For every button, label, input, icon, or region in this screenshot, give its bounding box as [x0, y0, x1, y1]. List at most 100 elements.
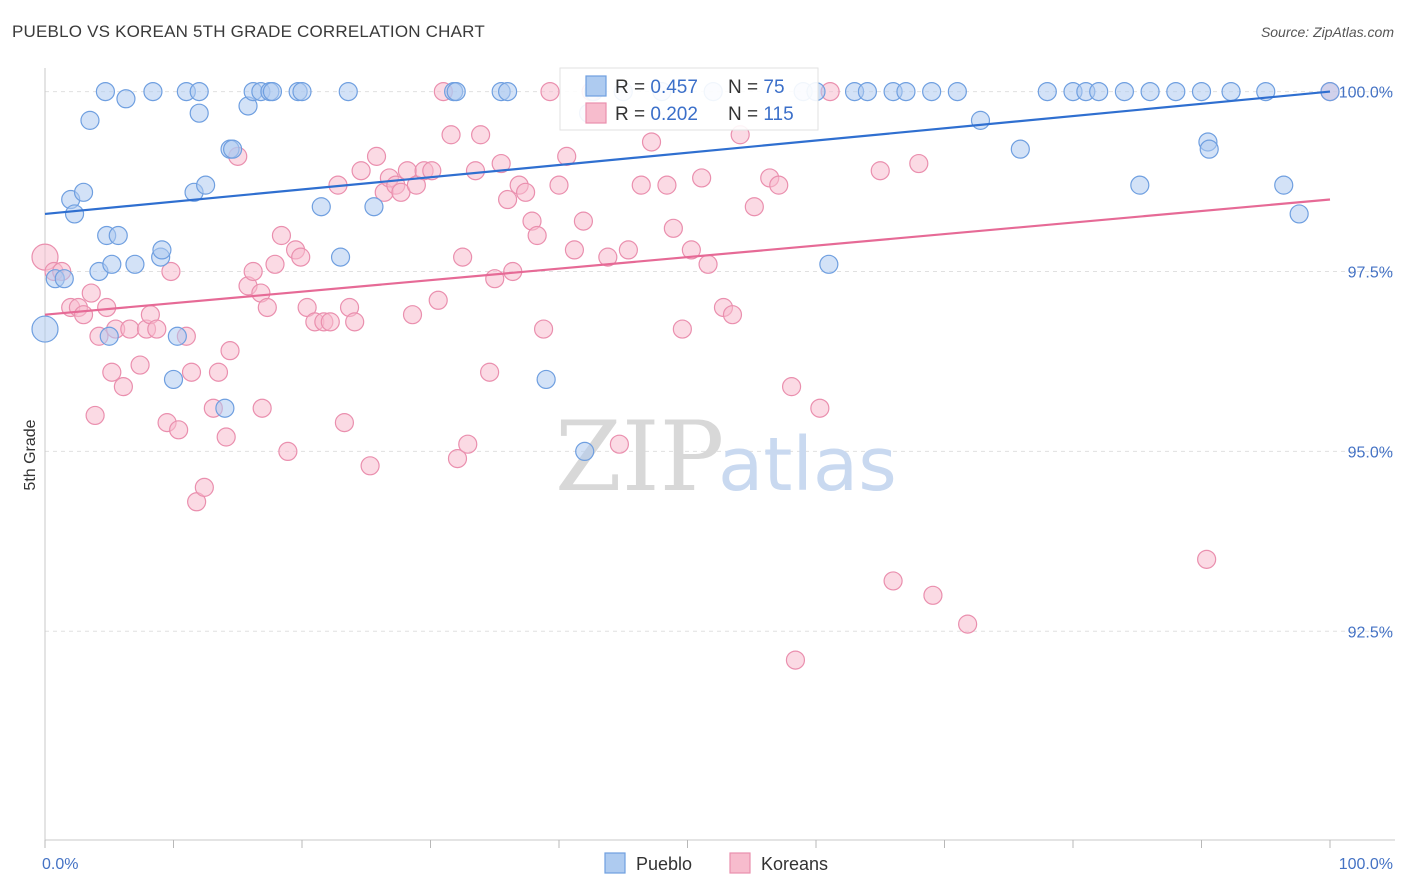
korean-point: [663, 218, 683, 238]
chart-title: PUEBLO VS KOREAN 5TH GRADE CORRELATION C…: [12, 22, 485, 41]
pueblo-point: [819, 254, 839, 274]
korean-legend-r: R = 0.202: [615, 104, 698, 125]
pueblo-point: [125, 254, 145, 274]
korean-point: [458, 434, 478, 454]
korean-point: [208, 362, 229, 382]
korean-point: [810, 398, 830, 418]
korean-trend-line: [44, 198, 1331, 316]
korean-point: [81, 283, 101, 303]
y-tick-label: 100.0%: [1339, 85, 1393, 102]
pueblo-point: [896, 81, 916, 102]
korean-point: [609, 434, 629, 454]
korean-point: [1197, 549, 1217, 569]
korean-point: [923, 585, 943, 605]
korean-point: [216, 427, 236, 447]
korean-point: [515, 182, 536, 202]
pueblo-point: [292, 81, 312, 102]
pueblo-point: [857, 81, 878, 102]
pueblo-point: [1221, 81, 1241, 102]
pueblo-point: [1191, 81, 1212, 102]
pueblo-point: [167, 326, 187, 346]
pueblo-point: [64, 204, 85, 224]
korean-point: [498, 189, 518, 210]
korean-point: [252, 398, 272, 418]
pueblo-point: [54, 269, 74, 289]
korean-point: [265, 254, 285, 274]
korean-point: [422, 161, 442, 181]
korean-point: [480, 362, 500, 382]
pueblo-point: [1130, 175, 1150, 195]
x-tick-label-left: 0.0%: [42, 856, 78, 873]
korean-point: [549, 175, 569, 195]
korean-point: [958, 614, 978, 634]
korean-point: [113, 377, 133, 397]
korean-point: [657, 175, 677, 195]
pueblo-point: [262, 81, 283, 102]
pueblo-point: [330, 247, 351, 267]
korean-point: [681, 240, 701, 260]
pueblo-point: [338, 81, 358, 102]
y-tick-label: 97.5%: [1348, 264, 1393, 281]
pueblo-point: [116, 89, 136, 109]
korean-point: [391, 182, 411, 202]
korean-point: [291, 247, 311, 267]
korean-point: [618, 240, 638, 260]
pueblo-point: [970, 110, 991, 130]
pueblo-point: [223, 139, 243, 159]
korean-legend-swatch: [585, 102, 607, 124]
pueblo-point: [1289, 204, 1309, 224]
korean-point: [692, 168, 712, 188]
korean-point: [533, 319, 554, 339]
korean-point: [598, 247, 618, 267]
pueblo-point: [95, 81, 115, 102]
korean-point: [428, 290, 448, 310]
pueblo-legend-r: R = 0.457: [615, 77, 698, 98]
korean-point: [641, 132, 662, 152]
pueblo-point: [498, 81, 518, 102]
korean-legend-n: N = 115: [728, 104, 794, 125]
korean-point: [631, 175, 651, 195]
pueblo-point: [446, 81, 466, 102]
korean-bottom-swatch: [729, 852, 751, 874]
bottom-legend: Pueblo Koreans: [604, 852, 828, 874]
pueblo-point: [152, 240, 172, 260]
pueblo-point: [73, 182, 94, 202]
y-axis-label: 5th Grade: [22, 419, 39, 490]
korean-point: [573, 211, 594, 231]
pueblo-legend-n: N = 75: [728, 77, 785, 98]
pueblo-point: [575, 441, 595, 462]
korean-point: [870, 161, 890, 181]
pueblo-point: [143, 81, 163, 102]
korean-point: [97, 297, 117, 318]
pueblo-point: [1114, 81, 1135, 102]
korean-point: [883, 571, 903, 591]
korean-bottom-label: Koreans: [761, 854, 828, 874]
korean-point: [527, 225, 547, 246]
pueblo-bottom-swatch: [604, 852, 626, 874]
korean-point: [441, 125, 461, 145]
x-tick-label-right: 100.0%: [1339, 856, 1393, 873]
pueblo-point: [80, 110, 100, 130]
korean-point: [744, 197, 764, 217]
pueblo-legend-swatch: [585, 75, 607, 97]
pueblo-trend-line: [44, 90, 1331, 216]
korean-point: [360, 456, 380, 476]
tick-labels: 100.0% 97.5% 95.0% 92.5% 0.0% 100.0% 5th Grade: [22, 85, 1393, 873]
pueblo-point: [1274, 175, 1294, 195]
pueblo-point: [1089, 81, 1109, 102]
korean-point: [147, 319, 167, 339]
korean-point: [672, 319, 692, 339]
korean-point: [785, 650, 806, 670]
korean-point: [257, 297, 277, 318]
korean-point: [540, 81, 560, 102]
top-legend: R = 0.457 N = 75 R = 0.202 N = 115: [559, 67, 819, 131]
pueblo-point: [1140, 81, 1160, 102]
y-tick-label: 92.5%: [1348, 624, 1393, 641]
pueblo-point: [163, 369, 184, 390]
korean-point: [366, 146, 387, 166]
trend-lines: [44, 90, 1331, 316]
pueblo-bottom-label: Pueblo: [636, 854, 692, 874]
korean-point: [320, 312, 340, 332]
